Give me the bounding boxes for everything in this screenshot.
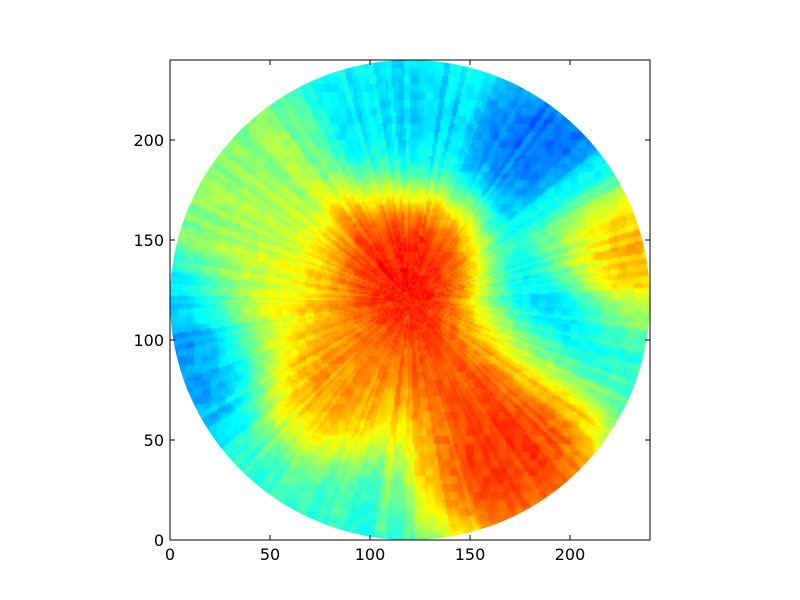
axis-ticks: [169, 60, 650, 541]
x-tick-label: 150: [455, 545, 486, 564]
y-tick-label: 0: [154, 531, 164, 550]
x-tick-label: 200: [555, 545, 586, 564]
x-tick-label: 100: [355, 545, 386, 564]
radar-heatmap: [170, 60, 650, 540]
x-tick-label: 0: [165, 545, 175, 564]
y-tick-label: 50: [144, 431, 164, 450]
x-tick-label: 50: [260, 545, 280, 564]
y-tick-label: 150: [133, 231, 164, 250]
y-tick-label: 200: [133, 131, 164, 150]
axis-tick-labels: 0 50 100 150 200 0 50 100 150 200: [133, 131, 585, 564]
y-tick-label: 100: [133, 331, 164, 350]
axes-frame: [169, 59, 651, 541]
